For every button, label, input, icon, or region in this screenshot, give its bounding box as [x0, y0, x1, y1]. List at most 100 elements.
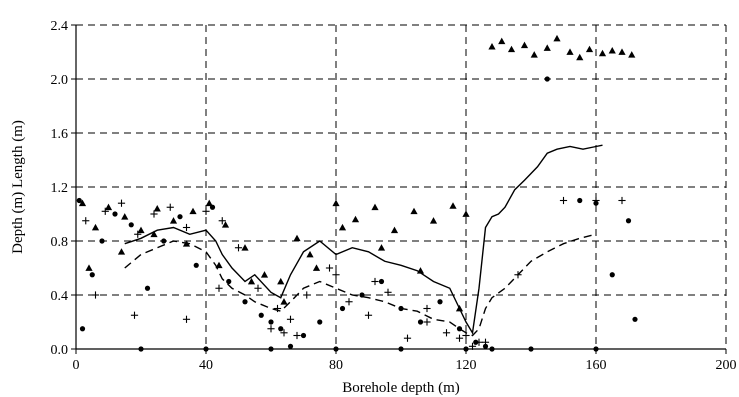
- series-dot: [76, 76, 638, 352]
- cross-point: [325, 264, 334, 272]
- triangle-point: [598, 49, 607, 57]
- dot-point: [287, 343, 294, 349]
- series-triangle: [78, 34, 636, 312]
- triangle-point: [338, 223, 347, 231]
- dot-point: [89, 272, 95, 278]
- triangle-point: [78, 199, 87, 207]
- cross-point: [166, 203, 174, 211]
- triangle-point: [628, 51, 636, 58]
- cross-point: [202, 207, 210, 215]
- dot-point: [544, 76, 550, 82]
- triangle-point: [277, 277, 285, 285]
- dot-point: [482, 343, 489, 349]
- x-tick-label: 80: [329, 358, 343, 373]
- cross-point: [442, 329, 451, 337]
- cross-point: [332, 271, 340, 279]
- triangle-point: [241, 244, 249, 251]
- cross-point: [559, 196, 568, 205]
- triangle-point: [280, 298, 288, 305]
- cross-point: [82, 217, 90, 225]
- cross-point: [468, 342, 477, 350]
- cross-point: [218, 217, 226, 225]
- cross-point: [371, 277, 379, 286]
- triangle-point: [462, 210, 470, 217]
- y-tick-label: 0.8: [51, 235, 69, 250]
- dot-point: [76, 197, 82, 204]
- dot-point: [632, 316, 638, 322]
- dot-point: [489, 346, 495, 352]
- triangle-point: [91, 223, 100, 231]
- dot-point: [144, 285, 151, 291]
- dot-point: [300, 332, 307, 339]
- x-axis-title: Borehole depth (m): [342, 380, 459, 396]
- cross-point: [293, 331, 301, 340]
- dot-point: [577, 197, 583, 204]
- triangle-point: [260, 271, 269, 278]
- cross-point: [134, 230, 142, 238]
- series-line-solid: [124, 144, 603, 335]
- dot-point: [417, 319, 424, 325]
- cross-point: [101, 207, 109, 215]
- triangle-point: [104, 203, 113, 211]
- dot-point: [593, 200, 599, 206]
- triangle-point: [293, 234, 301, 242]
- triangle-point: [215, 261, 223, 269]
- solid-line-mark: [124, 144, 603, 335]
- series-line-dashed: [124, 233, 597, 337]
- y-tick-label: 2.4: [51, 19, 69, 34]
- series-cross: [82, 196, 626, 350]
- triangle-point: [205, 199, 213, 207]
- cross-point: [618, 196, 626, 205]
- cross-point: [150, 210, 158, 218]
- cross-point: [117, 199, 126, 207]
- triangle-point: [377, 244, 386, 251]
- dot-point: [112, 211, 118, 217]
- cross-point: [384, 288, 392, 296]
- cross-point: [182, 315, 191, 323]
- dot-point: [138, 346, 144, 352]
- cross-point: [234, 244, 243, 252]
- triangle-point: [137, 226, 145, 234]
- cross-point: [182, 223, 191, 232]
- cross-point: [254, 284, 262, 292]
- dot-point: [177, 214, 183, 220]
- triangle-point: [247, 277, 256, 285]
- cross-point: [130, 311, 139, 319]
- triangle-point: [530, 51, 538, 58]
- cross-point: [267, 325, 275, 333]
- triangle-point: [153, 205, 161, 212]
- triangle-point: [449, 202, 457, 209]
- triangle-point: [576, 53, 584, 61]
- cross-point: [364, 311, 373, 319]
- triangle-point: [608, 47, 616, 54]
- y-axis-title: Depth (m) Length (m): [10, 120, 26, 254]
- triangle-point: [371, 203, 379, 211]
- y-tick-label: 1.2: [51, 181, 69, 196]
- dot-point: [317, 319, 323, 325]
- cross-point: [303, 291, 311, 299]
- dot-point: [209, 204, 216, 210]
- triangle-point: [618, 48, 626, 55]
- cross-point: [91, 291, 100, 299]
- dashed-line-mark: [124, 233, 597, 337]
- dot-point: [398, 346, 404, 352]
- triangle-point: [429, 217, 438, 224]
- triangle-point: [507, 45, 516, 53]
- triangle-point: [221, 221, 230, 228]
- triangle-point: [390, 226, 399, 234]
- y-tick-label: 0.4: [51, 289, 69, 304]
- triangle-point: [498, 37, 506, 45]
- triangle-point: [488, 43, 496, 50]
- y-tick-label: 0.0: [51, 343, 69, 358]
- cross-point: [423, 304, 431, 313]
- dot-point: [193, 262, 199, 268]
- triangle-point: [306, 250, 314, 258]
- triangle-point: [169, 217, 178, 224]
- dot-point: [268, 346, 274, 352]
- triangle-point: [189, 207, 197, 215]
- triangle-point: [566, 48, 574, 55]
- dot-point: [268, 319, 274, 325]
- x-tick-label: 40: [199, 358, 213, 373]
- triangle-point: [312, 264, 321, 271]
